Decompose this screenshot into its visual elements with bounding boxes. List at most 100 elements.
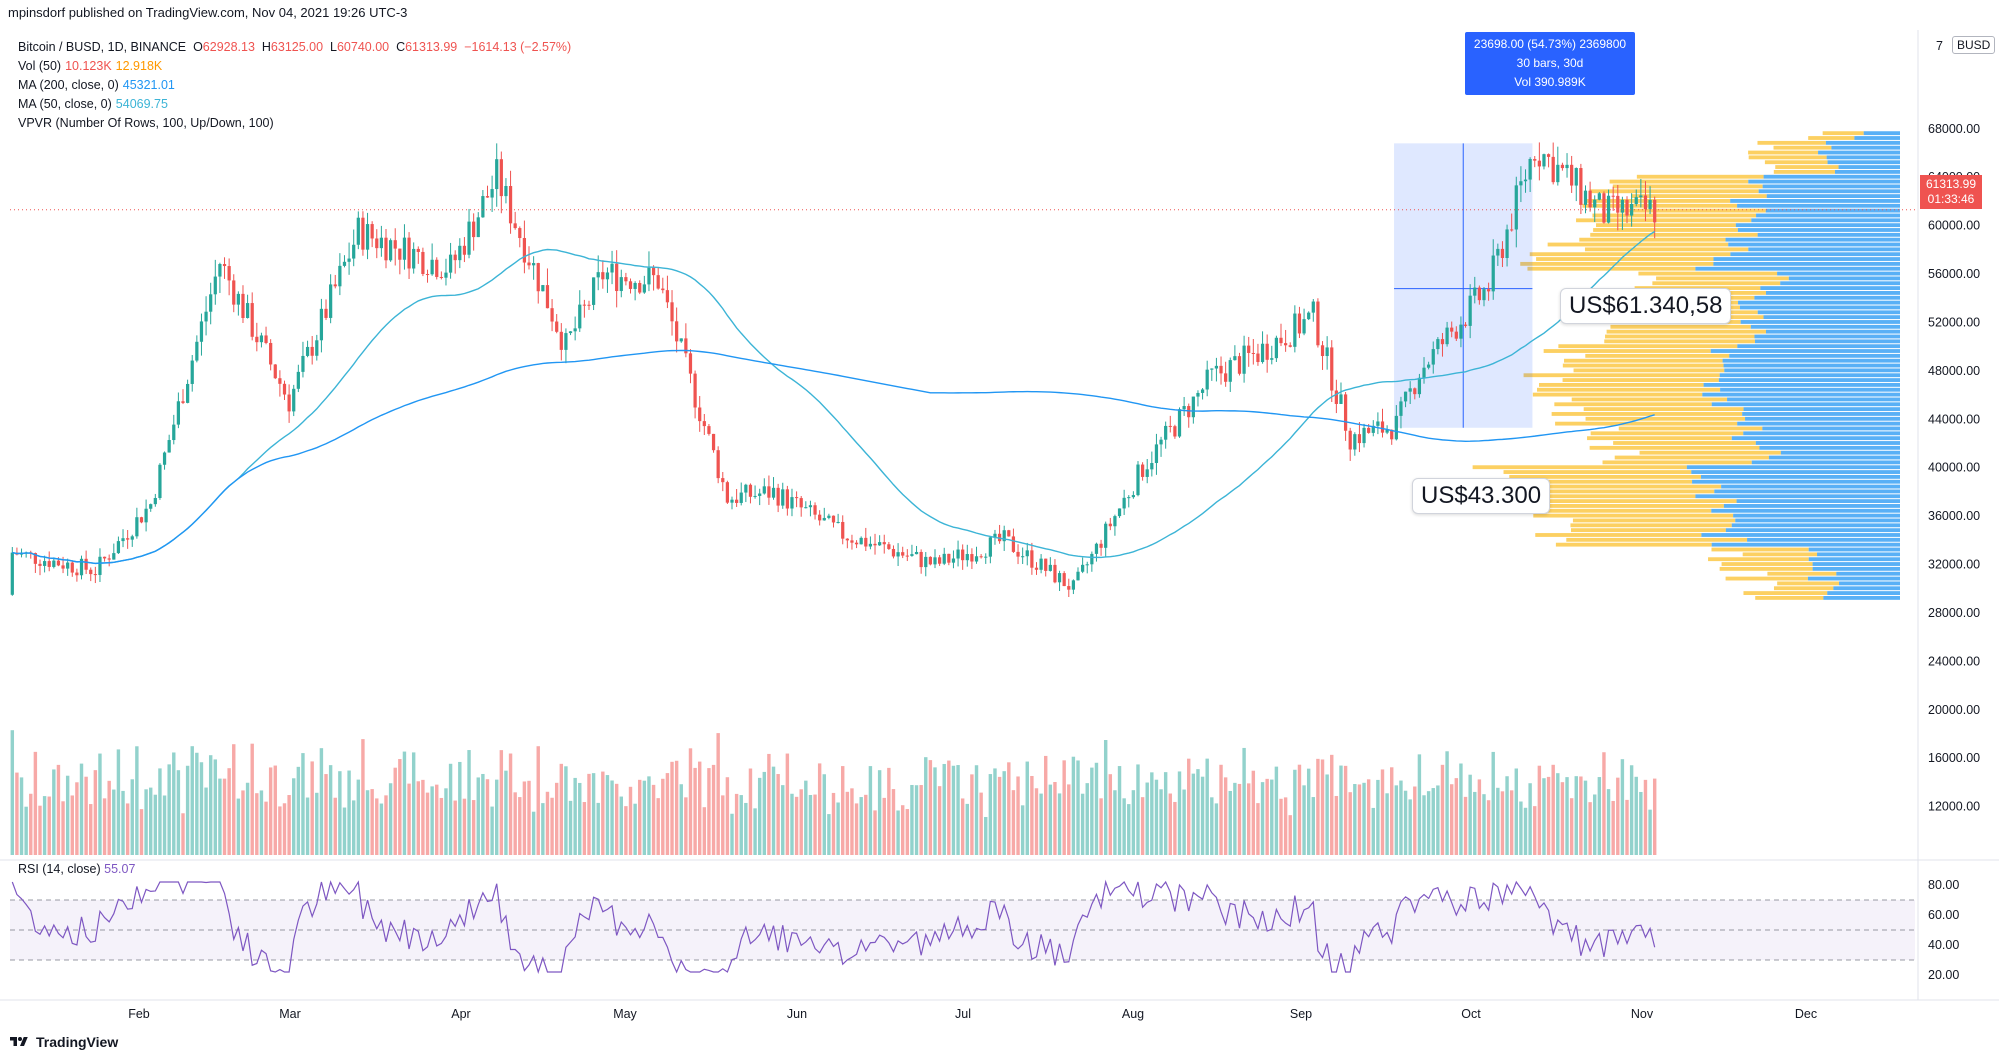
volume-bar (1242, 747, 1246, 855)
candle-body (66, 562, 70, 569)
callout-low[interactable]: US$43.300 (1412, 478, 1551, 514)
vpvr-down-bar (1775, 165, 1839, 169)
candle-body (1450, 327, 1454, 332)
volume-bar (610, 780, 614, 855)
vpvr-down-bar (1543, 349, 1711, 353)
vpvr-up-bar (1833, 586, 1900, 591)
candle-body (956, 549, 960, 559)
candle-body (730, 499, 734, 503)
volume-bar (1579, 776, 1583, 855)
candle-body (1505, 229, 1509, 259)
candle-body (901, 552, 905, 556)
vpvr-up-bar (1827, 591, 1900, 595)
candle-body (278, 378, 282, 384)
volume-bar (776, 774, 780, 855)
volume-bar (1445, 751, 1449, 855)
vpvr-down-bar (1570, 528, 1726, 533)
volume-bar (1270, 779, 1274, 855)
volume-bar (651, 784, 656, 855)
volume-bar (661, 778, 665, 855)
candle-body (305, 346, 310, 356)
vpvr-down-bar (1535, 533, 1702, 537)
volume-bar (328, 765, 333, 855)
volume-bar (725, 777, 730, 855)
candle-body (481, 196, 485, 218)
price-tick-label: 40000.00 (1928, 461, 1980, 475)
volume-bar (1256, 803, 1260, 855)
volume-bar (259, 790, 264, 855)
candle-body (241, 293, 245, 318)
volume-bar (448, 763, 453, 855)
candle-body (813, 505, 817, 515)
vpvr-down-bar (1587, 436, 1732, 441)
volume-bar (573, 777, 577, 855)
candle-body (882, 542, 886, 545)
volume-bar (1044, 755, 1048, 855)
volume-bar (513, 792, 517, 855)
volume-bar (301, 753, 305, 855)
candle-body (416, 248, 420, 252)
volume-bar (1611, 800, 1615, 855)
volume-bar (1325, 774, 1329, 855)
vpvr-up-bar (1725, 237, 1900, 242)
volume-bar (937, 786, 942, 855)
volume-bar (1288, 815, 1292, 855)
candle-body (545, 285, 550, 309)
volume-bar (135, 746, 139, 855)
candle-body (1445, 327, 1449, 345)
legend-vpvr-row[interactable]: VPVR (Number Of Rows, 100, Up/Down, 100) (18, 114, 571, 133)
candle-body (1288, 345, 1292, 347)
volume-bar (1652, 778, 1657, 855)
callout-high[interactable]: US$61.340,58 (1560, 288, 1732, 324)
measure-line-3: Vol 390.989K (1514, 75, 1586, 89)
candle-body (1357, 434, 1362, 444)
vpvr-up-bar (1724, 368, 1900, 373)
legend-vol-row[interactable]: Vol (50) 10.123K 12.918K (18, 57, 571, 76)
legend-ma200-row[interactable]: MA (200, close, 0) 45321.01 (18, 76, 571, 95)
candle-body (402, 237, 407, 260)
vpvr-up-bar (1723, 363, 1900, 368)
candle-body (1256, 353, 1260, 363)
candle-body (1367, 427, 1371, 433)
volume-bar (974, 765, 979, 855)
candle-body (1427, 364, 1431, 368)
vpvr-up-bar (1826, 155, 1900, 160)
volume-bar (808, 794, 813, 855)
volume-bar (504, 770, 508, 855)
vpvr-down-bar (1614, 455, 1769, 460)
volume-tick-label: 20000.00 (1928, 703, 1980, 717)
candle-body (176, 401, 181, 425)
volume-bar (1330, 754, 1334, 855)
candle-body (264, 335, 268, 343)
currency-box[interactable]: BUSD (1952, 36, 1996, 54)
legend-ma50-row[interactable]: MA (50, close, 0) 54069.75 (18, 95, 571, 114)
volume-bar (1588, 802, 1592, 855)
candle-body (102, 556, 107, 559)
o-label: O (193, 40, 203, 54)
vpvr-down-bar (1566, 537, 1748, 542)
volume-bar (499, 750, 504, 855)
candle-body (522, 238, 527, 263)
symbol-label[interactable]: Bitcoin / BUSD, 1D, BINANCE (18, 40, 187, 54)
candle-body (924, 556, 928, 568)
footer-brand[interactable]: TradingView (8, 1034, 118, 1050)
candle-body (195, 341, 199, 361)
volume-bar (591, 773, 596, 855)
volume-bar (153, 794, 158, 855)
vpvr-up-bar (1834, 169, 1900, 174)
rsi-legend[interactable]: RSI (14, close) 55.07 (18, 862, 135, 876)
vpvr-down-bar (1773, 586, 1834, 591)
price-tick-label: 32000.00 (1928, 558, 1980, 572)
vpvr-up-bar (1711, 542, 1900, 547)
candle-body (1104, 523, 1108, 548)
candle-body (1173, 426, 1177, 437)
candle-body (1523, 179, 1528, 182)
candle-body (748, 484, 753, 497)
candle-body (665, 290, 670, 303)
volume-bar (1431, 788, 1435, 855)
volume-bar (1537, 765, 1542, 855)
price-tick-label: 28000.00 (1928, 606, 1980, 620)
candle-body (1477, 287, 1481, 301)
candle-body (891, 548, 896, 557)
